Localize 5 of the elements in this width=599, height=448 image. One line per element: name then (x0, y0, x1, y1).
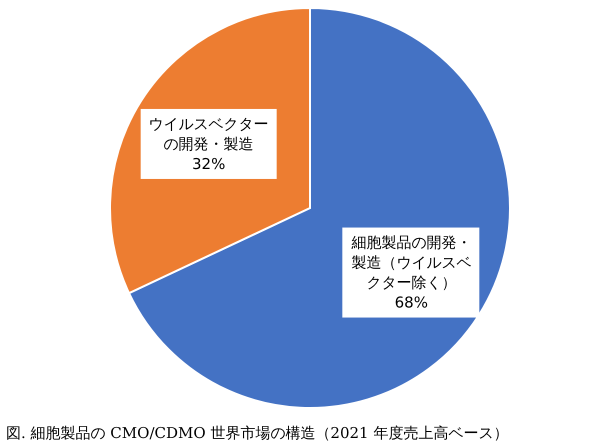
slice-label: 細胞製品の開発・製造（ウイルスベクター除く） (350, 234, 472, 292)
data-label: 68% (394, 294, 428, 312)
text: 図. 細胞製品の CMO/CDMO 世界市場の構造（2021 年度売上高ベース） (6, 424, 508, 442)
data-label: 32% (192, 154, 226, 173)
slice-label: ウイルスベクターの開発・製造 (148, 114, 269, 153)
